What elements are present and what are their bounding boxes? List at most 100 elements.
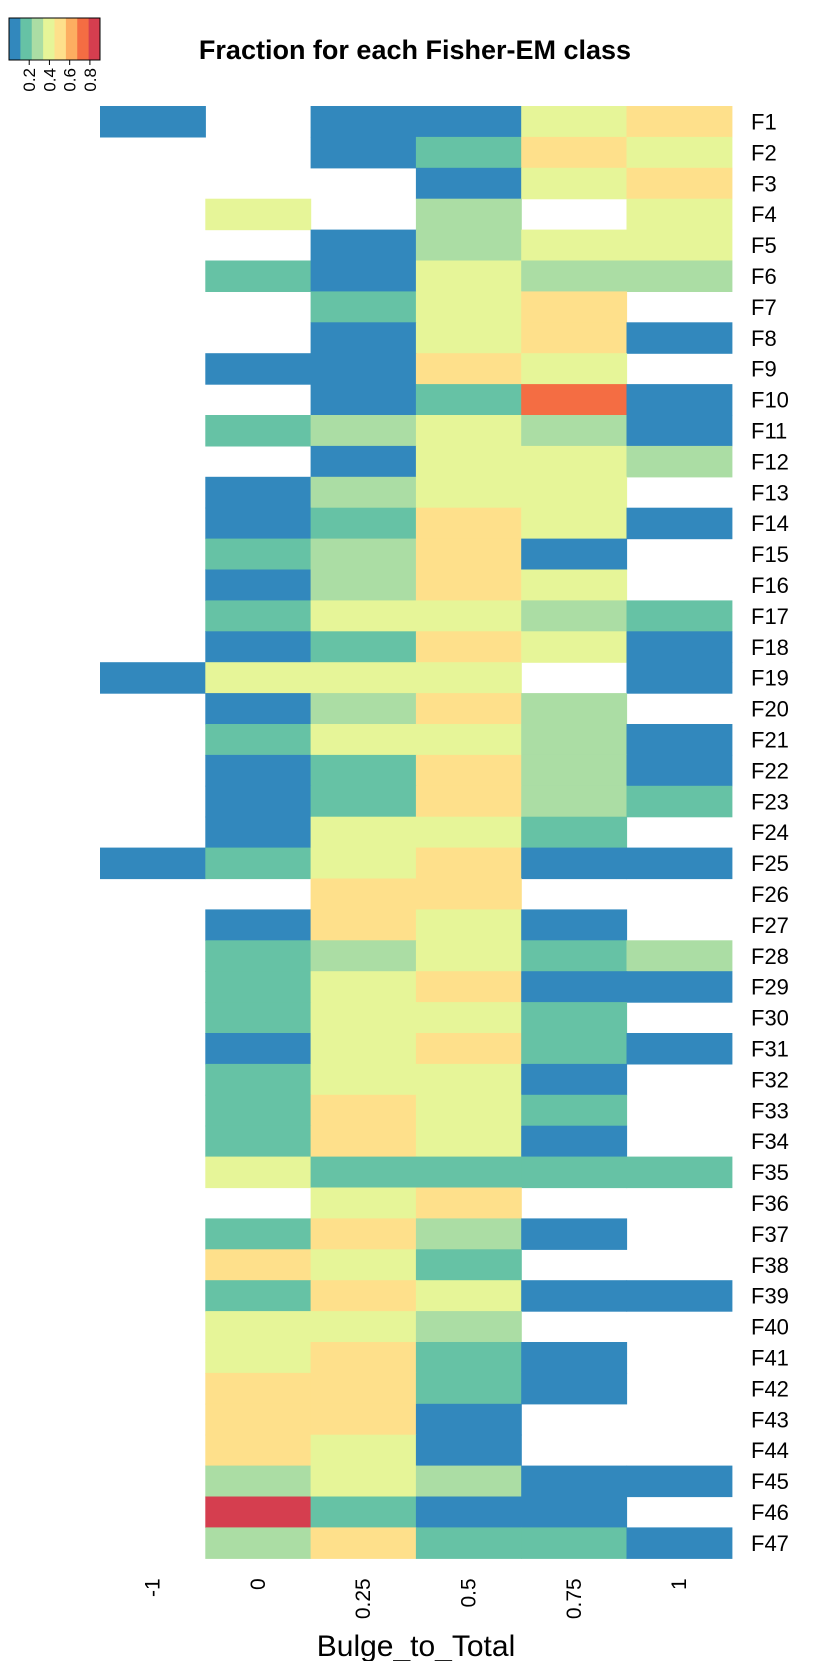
heatmap-cell-F39-0.5 [415, 1280, 522, 1312]
heatmap-cell-F37-0 [205, 1218, 312, 1250]
heatmap-cell-F5-0.5 [415, 229, 522, 262]
heatmap-cell-F41-0.25 [310, 1342, 417, 1374]
column-label: 0.5 [458, 1578, 481, 1607]
heatmap-cells [100, 106, 733, 1559]
heatmap-cell-F37-0.25 [310, 1218, 417, 1250]
row-label: F42 [751, 1376, 789, 1401]
heatmap-cell-F23-0.5 [415, 785, 522, 818]
heatmap-cell-F8-1 [626, 322, 733, 354]
row-label: F30 [751, 1006, 789, 1031]
heatmap-cell-F36-0.5 [415, 1187, 522, 1219]
heatmap-cell-F3-0.75 [521, 167, 628, 200]
row-label: F39 [751, 1284, 789, 1309]
row-label: F1 [751, 109, 777, 134]
color-key-swatch [43, 18, 55, 60]
heatmap-cell-F17-0.75 [521, 600, 628, 632]
heatmap-cell-F9-0.75 [521, 353, 628, 385]
heatmap-cell-F20-0 [205, 693, 312, 725]
heatmap-cell-F40-0.25 [310, 1311, 417, 1343]
heatmap-cell-F31-0 [205, 1033, 312, 1065]
heatmap-cell-F14-1 [626, 507, 733, 540]
heatmap-cell-F20-0.25 [310, 693, 417, 725]
heatmap-cell-F35-0 [205, 1156, 312, 1189]
row-label: F32 [751, 1067, 789, 1092]
heatmap-cell-F45-0.25 [310, 1465, 417, 1498]
heatmap-cell-F26-0.25 [310, 878, 417, 910]
heatmap-cell-F5-1 [626, 229, 733, 262]
heatmap-cell-F13-0.5 [415, 476, 522, 509]
row-label: F12 [751, 449, 789, 474]
heatmap-cell-F5-0.75 [521, 229, 628, 262]
row-label: F23 [751, 789, 789, 814]
heatmap-cell-F19-1 [626, 662, 733, 694]
row-label: F41 [751, 1345, 789, 1370]
heatmap-cell-F25-0 [205, 847, 312, 880]
heatmap-cell-F12-0.25 [310, 445, 417, 478]
heatmap-cell-F34-0.5 [415, 1125, 522, 1158]
heatmap-cell-F18-0.5 [415, 631, 522, 663]
heatmap-cell-F21-0.25 [310, 724, 417, 756]
heatmap-cell-F34-0.25 [310, 1125, 417, 1158]
heatmap-cell-F44-0.25 [310, 1434, 417, 1467]
heatmap-cell-F22-0.5 [415, 754, 522, 787]
color-key-tick-label: 0.4 [40, 68, 59, 92]
color-key-swatch [31, 18, 44, 60]
column-label: 0 [247, 1578, 270, 1590]
heatmap-cell-F12-0.5 [415, 445, 522, 478]
heatmap-cell-F10-0.5 [415, 384, 522, 416]
row-label: F20 [751, 697, 789, 722]
heatmap-cell-F32-0.75 [521, 1063, 628, 1096]
heatmap-cell-F2-0.5 [415, 136, 522, 169]
heatmap-cell-F6-0 [205, 260, 312, 292]
row-label: F27 [751, 913, 789, 938]
heatmap-cell-F42-0 [205, 1372, 312, 1405]
heatmap-cell-F26-0.5 [415, 878, 522, 910]
heatmap-cell-F13-0 [205, 476, 312, 509]
heatmap-cell-F6-0.5 [415, 260, 522, 292]
heatmap-cell-F19-0.5 [415, 662, 522, 694]
heatmap-cell-F23-1 [626, 785, 733, 818]
column-label: 1 [668, 1578, 691, 1590]
heatmap-cell-F33-0.25 [310, 1094, 417, 1127]
row-label: F44 [751, 1438, 789, 1463]
row-label: F6 [751, 264, 777, 289]
color-key-swatch [65, 18, 78, 60]
heatmap-cell-F16-0 [205, 569, 312, 601]
heatmap-cell-F29-0.25 [310, 971, 417, 1003]
heatmap-cell-F24-0.75 [521, 816, 628, 849]
heatmap-cell-F18-1 [626, 631, 733, 663]
column-labels: -1 0 0.25 0.5 0.75 1 [142, 1578, 692, 1619]
heatmap-cell-F12-1 [626, 445, 733, 478]
row-label: F31 [751, 1036, 789, 1061]
heatmap-cell-F38-0 [205, 1249, 312, 1281]
row-label: F28 [751, 944, 789, 969]
heatmap-cell-F39-0.75 [521, 1280, 628, 1312]
heatmap-cell-F22-1 [626, 754, 733, 787]
x-axis-label: Bulge_to_Total [317, 1630, 516, 1661]
color-key-tick-label: 0.6 [61, 68, 80, 92]
heatmap-cell-F31-0.25 [310, 1033, 417, 1065]
color-key: 0.2 0.4 0.6 0.8 [8, 17, 101, 92]
heatmap-cell-F39-0 [205, 1280, 312, 1312]
row-label: F3 [751, 171, 777, 196]
row-label: F29 [751, 975, 789, 1000]
heatmap-cell-F6-1 [626, 260, 733, 292]
heatmap-cell-F14-0.5 [415, 507, 522, 540]
row-label: F2 [751, 140, 777, 165]
heatmap-cell-F6-0.75 [521, 260, 628, 292]
heatmap-cell-F14-0.25 [310, 507, 417, 540]
heatmap-cell-F46-0 [205, 1496, 312, 1528]
row-label: F26 [751, 882, 789, 907]
heatmap-cell-F11-0 [205, 415, 312, 447]
heatmap-cell-F40-0 [205, 1311, 312, 1343]
heatmap-cell-F24-0 [205, 816, 312, 849]
heatmap-cell-F41-0 [205, 1342, 312, 1374]
heatmap-cell-F28-0 [205, 940, 312, 972]
column-label: -1 [142, 1578, 165, 1597]
heatmap-cell-F17-0.25 [310, 600, 417, 632]
heatmap-cell-F17-1 [626, 600, 733, 632]
color-key-tick-label: 0.8 [81, 68, 100, 92]
heatmap-cell-F33-0 [205, 1094, 312, 1127]
heatmap-cell-F19-0 [205, 662, 312, 694]
heatmap-cell-F37-0.5 [415, 1218, 522, 1250]
